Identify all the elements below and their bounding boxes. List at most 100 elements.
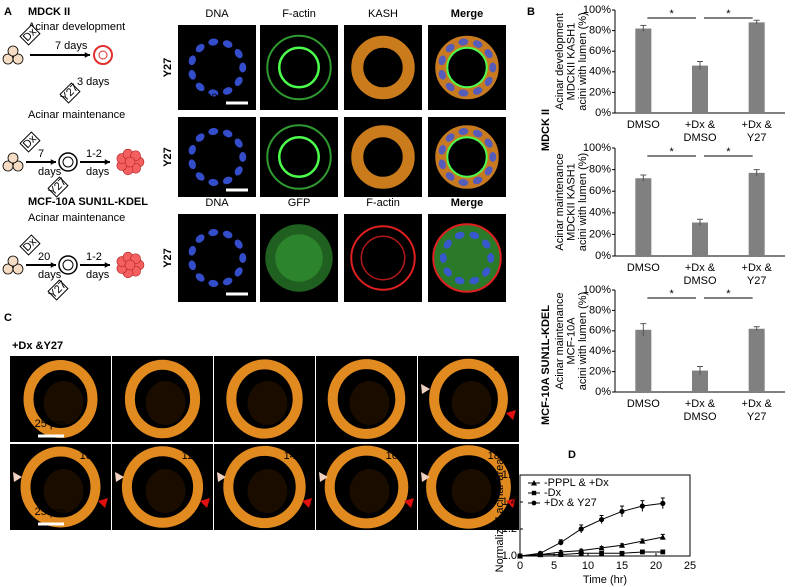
nucleus bbox=[195, 43, 205, 53]
nucleus bbox=[222, 230, 233, 239]
nucleus bbox=[208, 228, 219, 237]
nucleus bbox=[188, 69, 196, 80]
nucleus bbox=[445, 43, 455, 53]
acinus-lumen bbox=[62, 259, 74, 271]
label: 60% bbox=[589, 45, 611, 57]
label: 10 h bbox=[80, 450, 101, 462]
label: D bbox=[568, 449, 576, 461]
label: 0% bbox=[595, 250, 611, 262]
label: Acinar development bbox=[28, 21, 125, 33]
nucleus bbox=[445, 82, 455, 92]
label: Y27 bbox=[747, 275, 767, 287]
nucleus bbox=[195, 273, 205, 282]
nucleus bbox=[484, 138, 493, 148]
cell-mass bbox=[124, 156, 136, 168]
acinus-ring bbox=[429, 358, 508, 440]
nucleus bbox=[208, 279, 219, 288]
point bbox=[537, 550, 544, 556]
label: * bbox=[726, 8, 731, 20]
label: 100% bbox=[583, 4, 611, 16]
bar bbox=[692, 222, 708, 256]
nucleus bbox=[188, 55, 196, 66]
label: 20% bbox=[589, 86, 611, 98]
nucleus bbox=[454, 276, 465, 285]
actin-lumen bbox=[446, 136, 488, 178]
actin-ring bbox=[266, 34, 332, 101]
acinus-lumen bbox=[98, 50, 108, 60]
gfp-core bbox=[275, 234, 323, 282]
nucleus bbox=[484, 48, 493, 59]
label: 0 h bbox=[86, 362, 101, 374]
point bbox=[578, 550, 584, 556]
arrowhead-white bbox=[217, 472, 226, 482]
acinus-interior bbox=[247, 469, 288, 513]
actin-lumen bbox=[278, 136, 320, 178]
series-line bbox=[519, 502, 663, 557]
nucleus bbox=[472, 176, 483, 185]
point bbox=[640, 549, 645, 555]
nucleus bbox=[482, 239, 491, 249]
label: Y27 bbox=[747, 411, 767, 423]
nucleus bbox=[222, 176, 233, 185]
label: 20 bbox=[650, 560, 662, 572]
label: +Dx & bbox=[685, 119, 716, 131]
acinus-interior bbox=[349, 469, 390, 513]
label: 16 h bbox=[386, 450, 407, 462]
nucleus bbox=[438, 55, 446, 66]
legend-marker bbox=[531, 480, 537, 486]
arrow-head bbox=[50, 262, 56, 268]
point bbox=[558, 539, 564, 546]
label: 20% bbox=[589, 366, 611, 378]
label: 15 bbox=[616, 560, 628, 572]
acinus-ring bbox=[121, 446, 204, 528]
nucleus bbox=[445, 172, 455, 181]
nucleus bbox=[458, 38, 469, 46]
point bbox=[659, 534, 666, 540]
nucleus bbox=[484, 76, 493, 87]
drug-box bbox=[19, 24, 41, 46]
acinus-ring bbox=[324, 445, 409, 529]
drug-box bbox=[47, 176, 69, 198]
point bbox=[660, 500, 666, 506]
nucleus bbox=[234, 138, 243, 148]
point bbox=[619, 550, 625, 556]
label: DMSO bbox=[684, 132, 717, 144]
nucleus bbox=[439, 253, 447, 263]
nucleus bbox=[443, 267, 452, 277]
nucleus bbox=[469, 231, 480, 240]
label: * bbox=[726, 288, 731, 300]
label: Merge bbox=[451, 197, 483, 209]
label: -PPPL & +Dx bbox=[544, 477, 609, 489]
bar bbox=[748, 328, 765, 392]
drug-box bbox=[19, 234, 41, 256]
nucleus bbox=[208, 178, 219, 187]
arrow-head bbox=[104, 262, 110, 268]
arrowhead-red bbox=[302, 498, 312, 508]
nucleus bbox=[195, 172, 205, 181]
label: +Dx & bbox=[742, 398, 773, 410]
plot-frame bbox=[519, 474, 691, 557]
label: Y27 bbox=[47, 176, 69, 198]
acinus-interior bbox=[145, 381, 186, 425]
nucleus bbox=[489, 62, 497, 73]
nucleus bbox=[234, 239, 243, 249]
nucleus bbox=[487, 253, 495, 263]
label: Y27 bbox=[47, 279, 69, 301]
arrowhead-white bbox=[421, 384, 430, 394]
acinus-ring bbox=[223, 445, 306, 529]
legend-marker bbox=[531, 490, 537, 496]
nucleus bbox=[188, 144, 196, 155]
label: F-actin bbox=[282, 8, 316, 20]
point bbox=[599, 550, 604, 556]
arrow-head bbox=[84, 52, 90, 58]
label: Y27 bbox=[162, 147, 174, 167]
label: 5 bbox=[551, 560, 557, 572]
arrowhead-white bbox=[421, 472, 430, 482]
arrow-head bbox=[50, 159, 56, 165]
label: 25 µm bbox=[35, 506, 66, 518]
point bbox=[578, 526, 584, 532]
label: 1-2 bbox=[86, 251, 102, 263]
drug-box bbox=[47, 279, 69, 301]
nucleus bbox=[234, 267, 243, 277]
label: 8 h bbox=[494, 362, 509, 374]
